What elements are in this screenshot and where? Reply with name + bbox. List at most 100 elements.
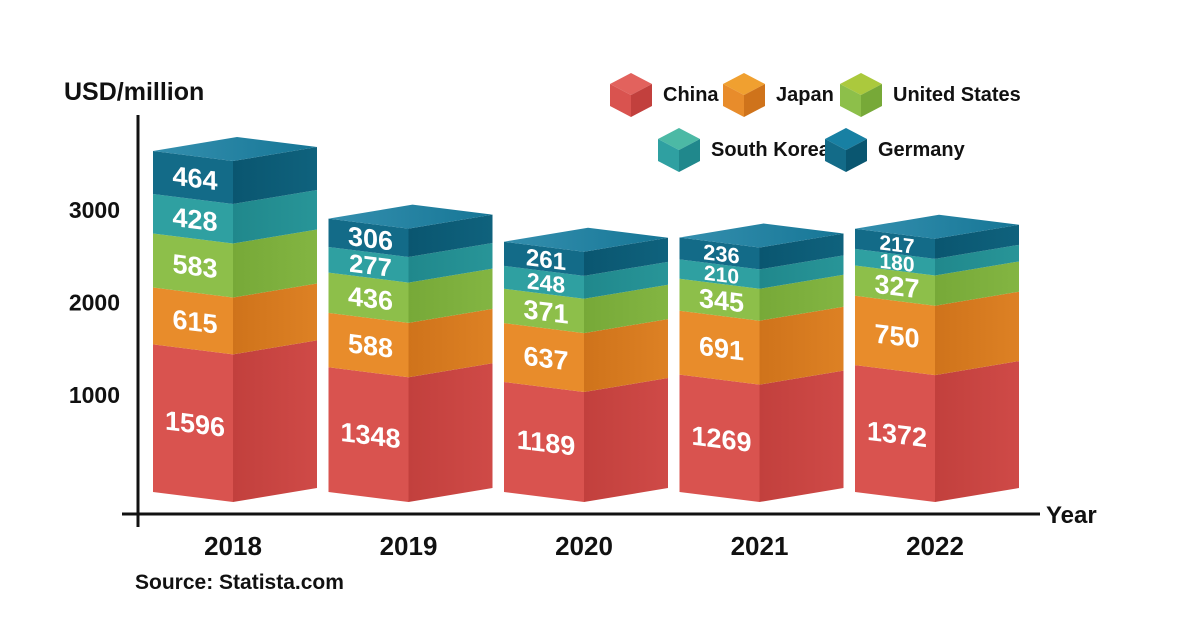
cube-face [744,84,765,117]
segment-united-states-side [935,261,1019,306]
segment-value-label: 248 [527,268,565,299]
y-tick-label: 2000 [69,290,120,316]
segment-value-label: 180 [879,250,914,277]
segment-germany-side [584,237,668,276]
segment-value-label: 306 [348,220,393,257]
bar-value-labels: 1596 615 583 428 464 [165,160,225,443]
cube-face [610,84,631,117]
segment-germany-side [233,147,317,204]
segment-value-label: 588 [348,327,393,364]
cube-face [825,139,846,172]
segment-united-states-front [855,265,935,306]
legend-item-united-states: United States [840,73,1021,117]
segment-germany-front [855,228,935,259]
segment-germany-front [504,241,584,276]
segment-united-states-front [328,272,409,323]
segment-south-korea-front [328,246,409,283]
segment-value-label: 1372 [867,415,927,453]
segment-japan-front [679,310,760,385]
segment-south-korea-side [233,189,317,244]
segment-japan-front [328,312,409,378]
legend-label: United States [893,83,1021,106]
segment-value-label: 371 [523,293,568,330]
bar-top-face [679,223,844,248]
segment-south-korea-front [855,248,935,276]
x-axis-title: Year [1046,502,1097,529]
segment-united-states-side [759,274,844,321]
segment-value-label: 236 [703,239,739,268]
segment-value-label: 345 [699,282,744,319]
segment-value-label: 691 [699,330,744,367]
x-category-label: 2018 [204,531,262,561]
segment-value-label: 261 [526,244,566,276]
segment-united-states-front [679,278,760,321]
segment-germany-side [935,224,1019,259]
segment-value-label: 464 [172,160,217,197]
cube-face [631,84,652,117]
segment-china-side [408,363,493,502]
segment-japan-front [855,295,935,376]
legend-cube-icon [723,73,765,117]
segment-value-label: 277 [349,250,392,283]
segment-japan-front [504,323,584,393]
legend-cube-icon [825,128,867,172]
legend-cube-icon [658,128,700,172]
segment-south-korea-side [584,261,668,299]
legend-label: Japan [776,83,834,106]
segment-germany-side [759,233,844,270]
segment-china-side [935,361,1019,502]
cube-face [679,139,700,172]
bar-top-face [153,137,317,162]
segment-value-label: 217 [879,231,914,258]
y-tick-label: 3000 [69,197,120,223]
y-axis-title: USD/million [64,78,205,106]
segment-south-korea-side [759,255,844,289]
segment-china-side [584,378,668,502]
legend-item-south-korea: South Korea [658,128,830,172]
segment-united-states-front [153,233,233,298]
segment-south-korea-front [679,259,760,289]
segment-value-label: 615 [172,303,217,340]
segment-china-front [855,365,935,502]
source-credit: Source: Statista.com [135,571,344,594]
segment-japan-front [153,287,233,355]
segment-value-label: 1269 [691,420,751,458]
bar-top-face [855,214,1019,239]
x-category-label: 2019 [380,531,438,561]
cube-face [723,84,744,117]
segment-china-front [153,344,233,502]
segment-value-label: 583 [172,248,217,285]
segment-germany-front [328,218,409,257]
y-tick-label: 1000 [69,382,120,408]
segment-germany-side [408,214,493,257]
segment-south-korea-front [153,193,233,244]
segment-japan-side [935,291,1019,376]
segment-value-label: 1189 [517,423,576,461]
cube-face [658,139,679,172]
segment-japan-side [759,306,844,385]
segment-china-side [759,370,844,502]
segment-south-korea-front [504,265,584,299]
segment-value-label: 210 [704,262,739,289]
segment-germany-front [679,237,760,270]
segment-south-korea-side [935,244,1019,276]
segment-united-states-side [584,284,668,334]
legend-item-china: China [610,73,719,117]
bar-top-face [504,227,668,252]
segment-value-label: 436 [348,280,393,317]
segment-value-label: 750 [874,318,919,355]
segment-united-states-side [408,268,493,323]
segment-value-label: 1348 [340,416,400,454]
legend-item-japan: Japan [723,73,834,117]
legend-cube-icon [840,73,882,117]
segment-value-label: 637 [523,340,568,377]
legend-cube-icon [610,73,652,117]
bar-2018: 1596 615 583 428 464 [153,137,317,502]
